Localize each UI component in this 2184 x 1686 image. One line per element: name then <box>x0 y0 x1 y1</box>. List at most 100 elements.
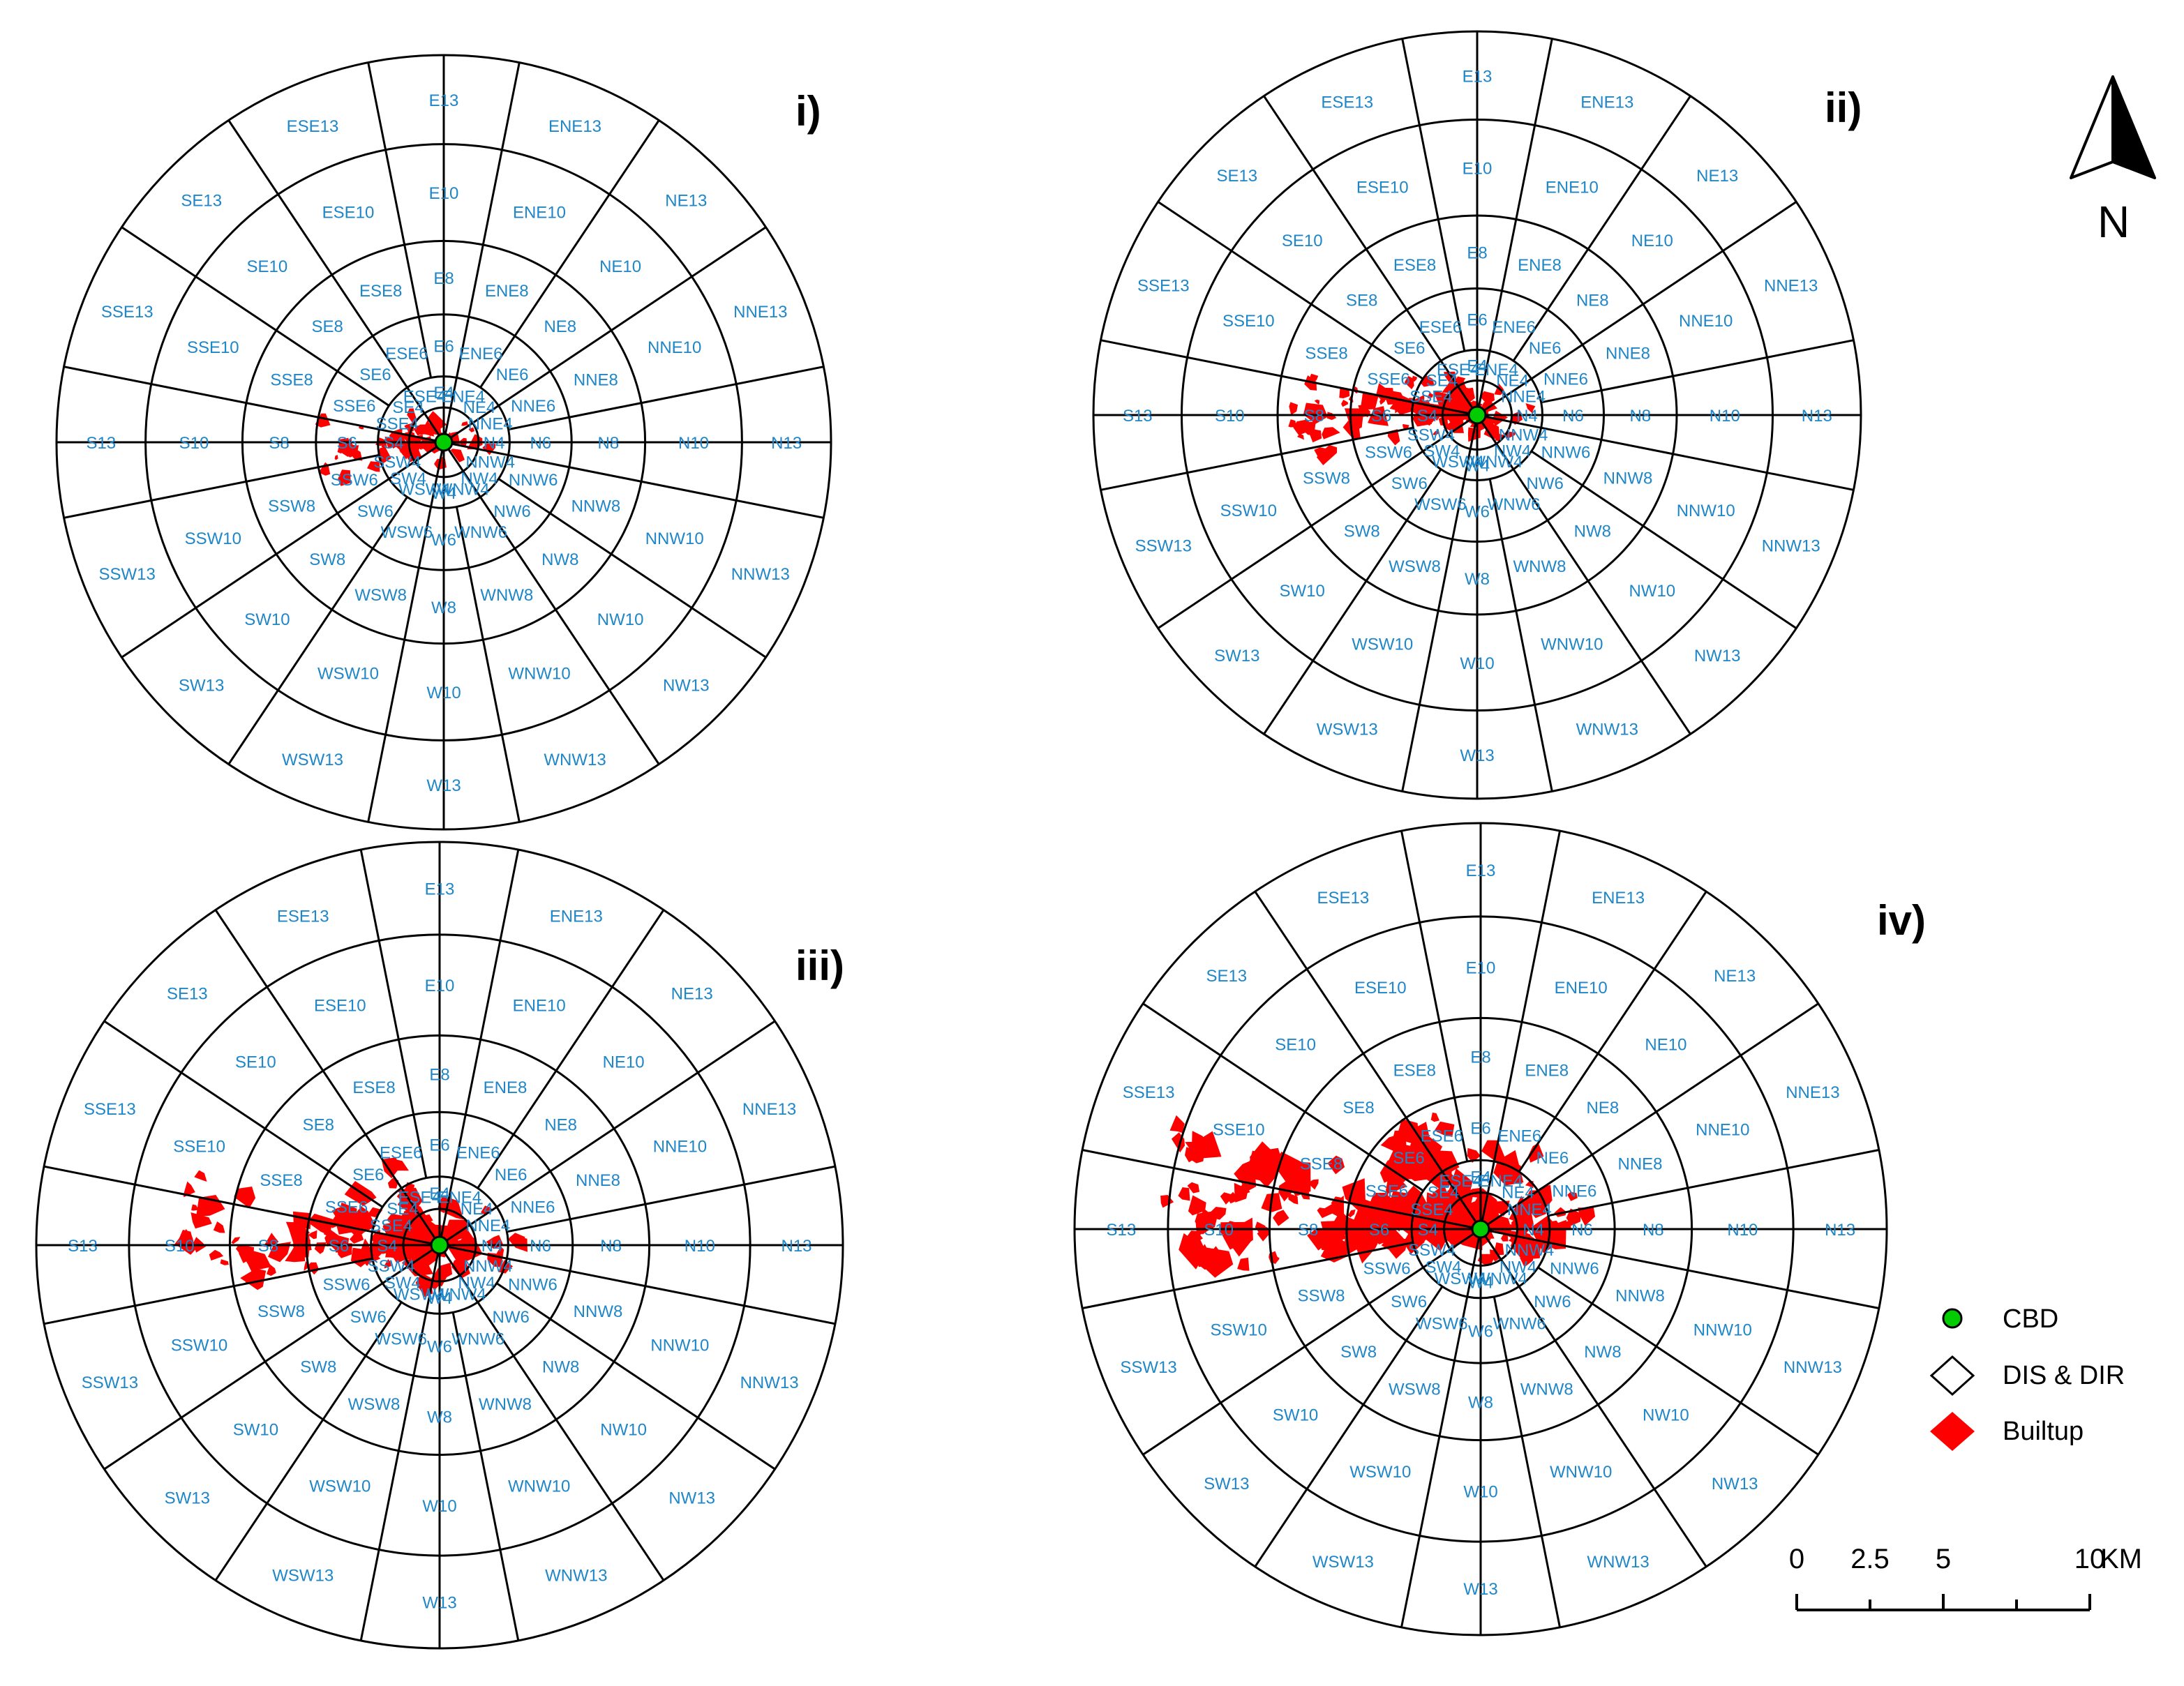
zone-label: W13 <box>1463 1580 1497 1599</box>
builtup-patch <box>174 1229 195 1255</box>
builtup-patch <box>507 1236 528 1252</box>
legend-item-builtup: Builtup <box>1930 1412 2084 1451</box>
zone-label: SW6 <box>1391 1293 1427 1311</box>
zone-label: S8 <box>1298 1221 1318 1240</box>
builtup-patch <box>308 1230 317 1240</box>
zone-label: SSE13 <box>1123 1083 1175 1102</box>
zone-label: NW6 <box>493 1308 530 1327</box>
builtup-patch <box>213 1221 225 1233</box>
zone-label: W4 <box>427 1289 452 1308</box>
zone-label: W10 <box>1460 654 1494 673</box>
zone-label: WNW13 <box>1576 721 1638 739</box>
sector-line <box>443 441 824 519</box>
zone-label: SW10 <box>1280 582 1325 601</box>
builtup-patch <box>1297 433 1304 440</box>
builtup-patch <box>1169 1115 1185 1134</box>
zone-label: SSE13 <box>1137 277 1190 296</box>
sector-line <box>359 849 428 1178</box>
zone-label: NW10 <box>1629 582 1675 601</box>
zone-label: NW4 <box>1499 1258 1536 1277</box>
zone-label: SSE4 <box>1409 388 1452 407</box>
sector-line <box>442 62 521 443</box>
builtup-patch <box>381 442 387 449</box>
builtup-patch <box>1525 403 1536 414</box>
zone-label: WSW4 <box>398 481 451 499</box>
zone-label: ESE13 <box>277 907 329 926</box>
zone-label: ESE8 <box>1393 1062 1436 1081</box>
zone-label: WSW4 <box>1432 453 1484 472</box>
sector-line <box>227 496 408 765</box>
zone-label: NNW4 <box>1499 426 1548 444</box>
builtup-patch <box>1317 1207 1333 1219</box>
zone-label: SE8 <box>1342 1099 1374 1117</box>
zone-label: S6 <box>1369 1221 1389 1240</box>
builtup-patch <box>1273 1210 1289 1226</box>
sector-line <box>443 226 767 444</box>
builtup-patch <box>1322 427 1340 439</box>
north-arrow-icon <box>2070 75 2156 179</box>
builtup-patch <box>1467 1147 1481 1163</box>
zone-label: W8 <box>427 1408 452 1427</box>
scale-unit-label: KM <box>2100 1544 2142 1574</box>
sector-line <box>63 366 444 444</box>
zone-label: NNE4 <box>468 414 513 433</box>
builtup-patch <box>1379 398 1385 405</box>
zone-label: ENE6 <box>459 345 503 363</box>
builtup-patch <box>1341 400 1348 407</box>
zone-label: SE6 <box>352 1166 384 1184</box>
builtup-patch <box>1303 402 1328 424</box>
sector-line <box>1476 38 1553 416</box>
builtup-patch <box>326 1233 350 1252</box>
builtup-patch <box>359 1212 366 1219</box>
zone-label: SE8 <box>1346 292 1377 310</box>
zone-label: ENE4 <box>437 1189 481 1207</box>
builtup-patch <box>387 1213 401 1226</box>
sector-line <box>1518 891 1707 1173</box>
zone-label: SW8 <box>309 550 345 569</box>
zone-label: E4 <box>1470 1168 1490 1187</box>
zone-label: N13 <box>1802 407 1832 426</box>
zone-label: ESE10 <box>1356 178 1409 197</box>
zone-label: SE4 <box>1428 1184 1459 1203</box>
zone-label: SSE10 <box>187 338 239 357</box>
builtup-patch <box>444 1231 458 1251</box>
builtup-patch <box>1178 1187 1190 1201</box>
zone-label: ESE6 <box>380 1144 422 1163</box>
north-label: N <box>2097 197 2130 247</box>
builtup-patch <box>398 433 405 441</box>
zone-label: WNW10 <box>1550 1463 1612 1482</box>
zone-label: NE13 <box>665 192 707 211</box>
zone-label: SSE4 <box>370 1217 412 1235</box>
zone-label: NNE8 <box>574 371 618 390</box>
builtup-patch <box>1433 429 1439 436</box>
zone-label: N8 <box>600 1237 622 1256</box>
zone-label: NE8 <box>1576 292 1609 310</box>
zone-label: S13 <box>1107 1221 1137 1240</box>
north-arrow: N <box>2070 75 2156 247</box>
zone-label: W4 <box>1468 1274 1493 1293</box>
sector-line <box>498 478 767 658</box>
zone-label: SE8 <box>303 1115 334 1134</box>
builtup-patch <box>220 1259 229 1265</box>
zone-label: NW6 <box>493 502 530 521</box>
builtup-patch <box>1397 402 1404 413</box>
zone-label: ENE4 <box>441 387 485 406</box>
zone-label: NNE8 <box>576 1171 620 1190</box>
zone-label: SW8 <box>300 1358 336 1377</box>
zone-label: SE6 <box>1393 1149 1424 1168</box>
zone-label: NNE6 <box>1552 1182 1596 1200</box>
zone-label: S8 <box>269 434 289 453</box>
builtup-patch <box>1320 1233 1347 1263</box>
zone-label: NNW6 <box>1550 1260 1599 1279</box>
sector-line <box>439 1244 836 1325</box>
zone-label: NNE13 <box>733 303 787 322</box>
zone-label: SSW8 <box>257 1302 305 1321</box>
builtup-patch <box>183 1181 195 1198</box>
sector-line <box>1479 830 1561 1230</box>
zone-label: SW13 <box>165 1489 210 1508</box>
panel-title-ii: ii) <box>1825 84 1862 131</box>
zone-label: NW13 <box>663 676 710 695</box>
legend-item-dis-dir: DIS & DIR <box>1929 1355 2125 1397</box>
zone-label: SSE4 <box>1410 1200 1453 1219</box>
zone-label: SE13 <box>1216 167 1257 186</box>
